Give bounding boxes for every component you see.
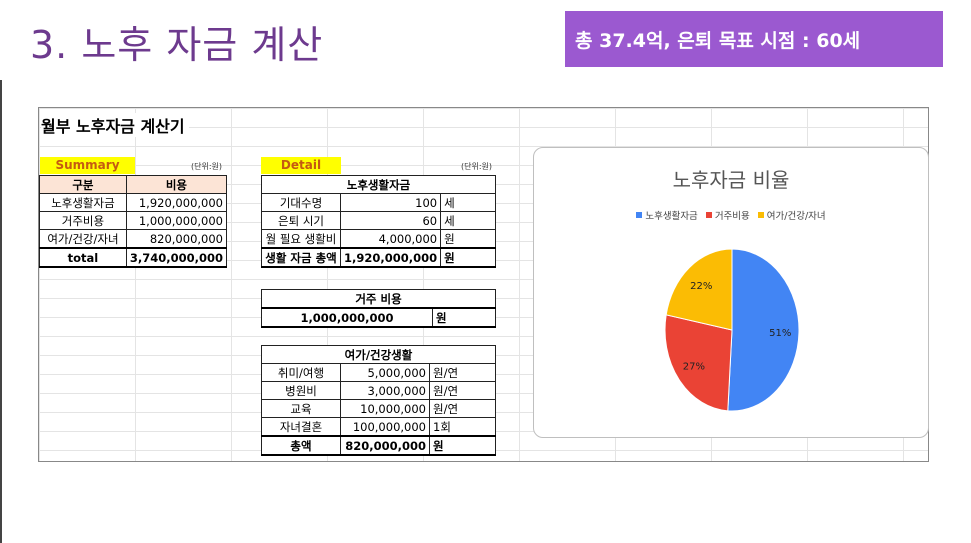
detail-cell: 기대수명 — [261, 193, 341, 212]
detail-cell: 세 — [440, 193, 496, 212]
pie-slice-2 — [664, 314, 733, 412]
summary-table: 구분 비용 노후생활자금 1,920,000,000 거주비용 1,000,00… — [39, 175, 228, 268]
left-border-line — [0, 80, 2, 543]
legend-swatch — [757, 212, 764, 218]
banner-text: 총 37.4억, 은퇴 목표 시점 : 60세 — [575, 29, 861, 52]
legend-swatch — [636, 212, 643, 218]
pie-data-label: 51% — [769, 328, 791, 339]
table-row: 거주비용 1,000,000,000 — [39, 211, 228, 230]
table-row: 자녀결혼 100,000,000 1회 — [261, 417, 496, 437]
detail-cell: 원/연 — [429, 399, 496, 418]
detail-cell: 취미/여행 — [261, 363, 341, 382]
housing-cost-table: 거주 비용 1,000,000,000 원 — [261, 289, 496, 328]
detail-cell: 월 필요 생활비 — [261, 229, 341, 249]
living-fund-header: 노후생활자금 — [261, 175, 496, 194]
pie-chart: 노후자금 비율 노후생활자금 거주비용 여가/건강/자녀 51% 27% 22% — [533, 147, 929, 438]
pie-slice-3 — [665, 248, 733, 331]
pie-slice-1 — [727, 248, 800, 412]
housing-header: 거주 비용 — [261, 289, 496, 309]
housing-unit: 원 — [432, 307, 496, 328]
pie-svg: 51% 27% 22% — [664, 248, 800, 412]
living-fund-total-row: 생활 자금 총액 1,920,000,000 원 — [261, 247, 496, 268]
table-row: 월 필요 생활비 4,000,000 원 — [261, 229, 496, 249]
legend-label: 노후생활자금 — [645, 211, 698, 222]
detail-cell: 원 — [440, 229, 496, 249]
summary-cell: 거주비용 — [39, 211, 127, 230]
summary-label: Summary — [40, 157, 135, 174]
living-total-label: 생활 자금 총액 — [261, 247, 341, 268]
table-row: 여가/건강/자녀 820,000,000 — [39, 229, 228, 249]
legend-item: 여가/건강/자녀 — [757, 208, 826, 222]
detail-cell: 병원비 — [261, 381, 341, 400]
leisure-total-row: 총액 820,000,000 원 — [261, 435, 496, 456]
table-row: 은퇴 시기 60 세 — [261, 211, 496, 230]
summary-total-label: total — [39, 247, 127, 268]
summary-cell: 820,000,000 — [125, 229, 228, 249]
detail-cell: 10,000,000 — [340, 399, 430, 418]
summary-cell: 1,000,000,000 — [125, 211, 228, 230]
detail-cell: 100,000,000 — [340, 417, 430, 437]
detail-cell: 100 — [339, 193, 442, 212]
summary-total-row: total 3,740,000,000 — [39, 247, 228, 268]
summary-banner: 총 37.4억, 은퇴 목표 시점 : 60세 — [565, 11, 943, 67]
detail-cell: 원/연 — [429, 363, 496, 382]
summary-cell: 1,920,000,000 — [125, 193, 228, 212]
legend-item: 거주비용 — [705, 208, 750, 222]
summary-unit: (단위:원) — [191, 162, 223, 171]
leisure-total-unit: 원 — [429, 435, 496, 456]
legend-item: 노후생활자금 — [636, 208, 698, 222]
table-row: 1,000,000,000 원 — [261, 307, 496, 328]
detail-cell: 세 — [440, 211, 496, 230]
summary-header-category: 구분 — [39, 175, 127, 194]
chart-legend: 노후생활자금 거주비용 여가/건강/자녀 — [534, 208, 928, 222]
detail-label: Detail — [261, 157, 341, 174]
table-row: 기대수명 100 세 — [261, 193, 496, 212]
table-row: 노후생활자금 1,920,000,000 — [39, 193, 228, 212]
leisure-total-value: 820,000,000 — [340, 435, 430, 456]
detail-unit: (단위:원) — [461, 162, 493, 171]
legend-label: 거주비용 — [714, 211, 750, 222]
detail-cell: 교육 — [261, 399, 341, 418]
leisure-header: 여가/건강생활 — [261, 345, 496, 364]
detail-cell: 1회 — [429, 417, 496, 437]
slide-title: 3. 노후 자금 계산 — [30, 23, 324, 67]
housing-value: 1,000,000,000 — [261, 307, 433, 328]
summary-cell: 노후생활자금 — [39, 193, 127, 212]
detail-cell: 60 — [339, 211, 442, 230]
pie-data-label: 27% — [683, 362, 705, 373]
living-total-unit: 원 — [440, 247, 496, 268]
summary-header-cost: 비용 — [125, 175, 228, 194]
detail-cell: 원/연 — [429, 381, 496, 400]
detail-cell: 5,000,000 — [340, 363, 430, 382]
living-fund-table: 노후생활자금 기대수명 100 세 은퇴 시기 60 세 월 필요 생활비 4,… — [261, 175, 496, 268]
legend-swatch — [705, 212, 712, 218]
leisure-health-table: 여가/건강생활 취미/여행 5,000,000 원/연 병원비 3,000,00… — [261, 345, 496, 456]
leisure-total-label: 총액 — [261, 435, 341, 456]
detail-cell: 자녀결혼 — [261, 417, 341, 437]
summary-total-value: 3,740,000,000 — [125, 247, 228, 268]
detail-cell: 은퇴 시기 — [261, 211, 341, 230]
living-total-value: 1,920,000,000 — [339, 247, 442, 268]
table-row: 병원비 3,000,000 원/연 — [261, 381, 496, 400]
legend-label: 여가/건강/자녀 — [766, 211, 826, 222]
table-row: 취미/여행 5,000,000 원/연 — [261, 363, 496, 382]
pie-data-label: 22% — [690, 281, 712, 292]
sheet-title: 월부 노후자금 계산기 — [41, 113, 189, 137]
summary-cell: 여가/건강/자녀 — [39, 229, 127, 249]
detail-cell: 3,000,000 — [340, 381, 430, 400]
detail-cell: 4,000,000 — [339, 229, 442, 249]
table-row: 교육 10,000,000 원/연 — [261, 399, 496, 418]
chart-title: 노후자금 비율 — [672, 168, 790, 192]
